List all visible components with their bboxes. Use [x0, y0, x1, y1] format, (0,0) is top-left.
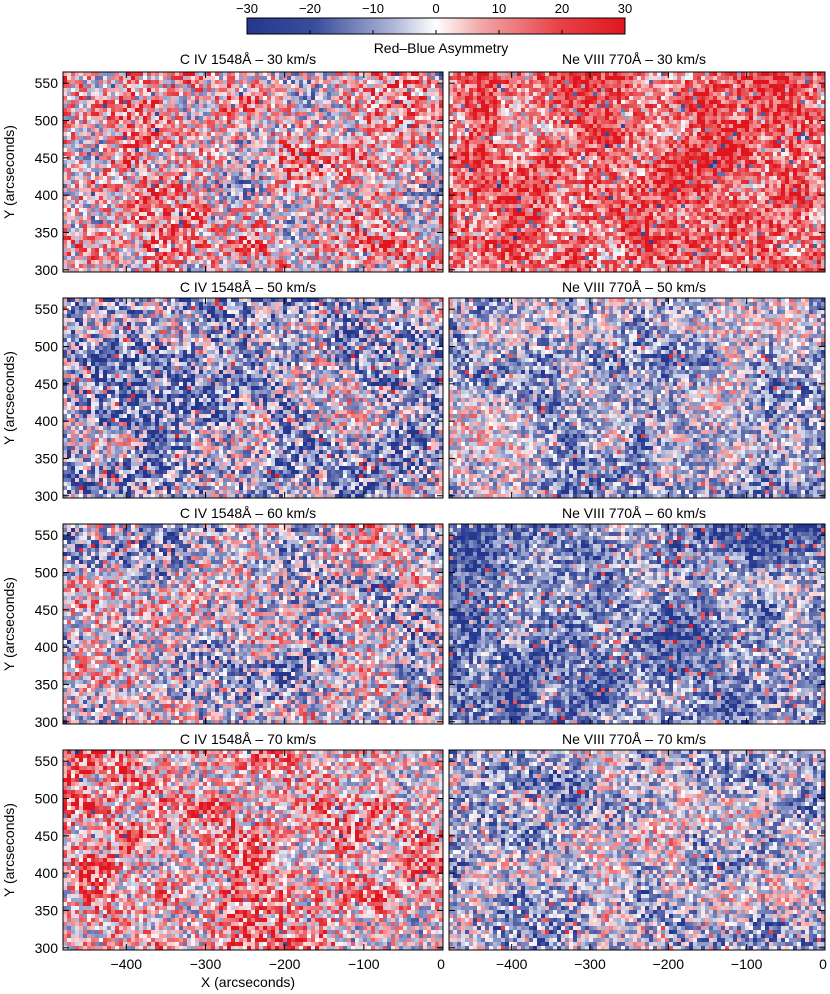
panel-c-iv-60: C IV 1548Å – 60 km/s — [62, 505, 444, 725]
y-tick-label: 300 — [35, 714, 59, 730]
y-tick-label: 550 — [35, 753, 59, 769]
panel-heatmap-image — [449, 72, 825, 272]
panel-frame — [448, 749, 826, 951]
y-tick-label: 400 — [35, 865, 59, 881]
y-axis-label: Y (arcseconds) — [1, 803, 17, 897]
x-tick-label: −300 — [574, 956, 606, 972]
colorbar-tick-label: −20 — [299, 1, 321, 16]
panel-frame — [62, 71, 444, 273]
panel-heatmap-image — [449, 750, 825, 950]
y-axis-label: Y (arcseconds) — [1, 577, 17, 671]
colorbar-ticks: −30 −20 −10 0 10 20 30 — [236, 1, 632, 34]
panel-ne-viii-60: Ne VIII 770Å – 60 km/s — [448, 505, 826, 725]
y-tick-label: 300 — [35, 262, 59, 278]
y-tick-label: 350 — [35, 902, 59, 918]
y-tick-label: 350 — [35, 224, 59, 240]
panel-title: C IV 1548Å – 70 km/s — [180, 731, 316, 747]
x-tick-label: −200 — [269, 956, 301, 972]
axis-ticks: 300 350 400 450 500 550 300 350 400 450 500 550 300 3… — [35, 72, 827, 972]
panel-frame — [448, 523, 826, 725]
y-tick-label: 400 — [35, 413, 59, 429]
x-tick-label: −100 — [348, 956, 380, 972]
x-tick-label: −400 — [111, 956, 143, 972]
y-tick-label: 450 — [35, 602, 59, 618]
panel-title: C IV 1548Å – 60 km/s — [180, 505, 316, 521]
y-tick-label: 500 — [35, 113, 59, 129]
panel-frame — [448, 297, 826, 499]
panel-c-iv-70: C IV 1548Å – 70 km/s — [62, 731, 444, 951]
panel-heatmap-image — [449, 298, 825, 498]
y-tick-label: 400 — [35, 639, 59, 655]
panel-title: Ne VIII 770Å – 60 km/s — [562, 505, 706, 521]
panel-title: Ne VIII 770Å – 70 km/s — [562, 731, 706, 747]
panel-title: Ne VIII 770Å – 30 km/s — [562, 51, 706, 67]
panel-title: C IV 1548Å – 30 km/s — [180, 51, 316, 67]
panel-ne-viii-50: Ne VIII 770Å – 50 km/s — [448, 279, 826, 499]
y-tick-label: 450 — [35, 150, 59, 166]
colorbar-tick-label: 30 — [618, 1, 632, 16]
x-tick-label: 0 — [819, 956, 827, 972]
x-tick-label: −300 — [190, 956, 222, 972]
y-tick-label: 550 — [35, 527, 59, 543]
colorbar-tick-label: 10 — [492, 1, 506, 16]
x-tick-label: −400 — [496, 956, 528, 972]
y-tick-label: 300 — [35, 488, 59, 504]
y-tick-label: 500 — [35, 565, 59, 581]
x-tick-label: −200 — [653, 956, 685, 972]
y-tick-label: 500 — [35, 339, 59, 355]
panel-heatmap-image — [449, 524, 825, 724]
panel-ne-viii-70: Ne VIII 770Å – 70 km/s — [448, 731, 826, 951]
panel-heatmap-image — [63, 750, 443, 950]
y-tick-label: 450 — [35, 376, 59, 392]
panel-frame — [62, 523, 444, 725]
x-tick-label: 0 — [437, 956, 445, 972]
y-axis-label: Y (arcseconds) — [1, 125, 17, 219]
panel-frame — [62, 749, 444, 951]
colorbar-tick-label: −10 — [362, 1, 384, 16]
panel-c-iv-30: C IV 1548Å – 30 km/s — [62, 51, 444, 273]
colorbar-title: Red–Blue Asymmetry — [374, 40, 509, 56]
y-axis-label: Y (arcseconds) — [1, 351, 17, 445]
y-tick-label: 400 — [35, 187, 59, 203]
panel-heatmap-image — [63, 72, 443, 272]
y-tick-label: 550 — [35, 75, 59, 91]
panel-frame — [448, 71, 826, 273]
y-tick-label: 350 — [35, 676, 59, 692]
panel-heatmap-image — [63, 524, 443, 724]
colorbar-tick-label: 20 — [555, 1, 569, 16]
x-axis-label: X (arcseconds) — [201, 974, 295, 990]
panel-title: Ne VIII 770Å – 50 km/s — [562, 279, 706, 295]
panel-heatmap-image — [63, 298, 443, 498]
y-tick-label: 350 — [35, 450, 59, 466]
panel-ne-viii-30: Ne VIII 770Å – 30 km/s — [448, 51, 826, 273]
panel-c-iv-50: C IV 1548Å – 50 km/s — [62, 279, 444, 499]
y-tick-label: 450 — [35, 828, 59, 844]
colorbar-tick-label: 0 — [432, 1, 439, 16]
panel-frame — [62, 297, 444, 499]
y-tick-label: 300 — [35, 940, 59, 956]
colorbar-tick-label: −30 — [236, 1, 258, 16]
colorbar: −30 −20 −10 0 10 20 30 Red–Blue Asymmetry — [236, 1, 632, 56]
panel-title: C IV 1548Å – 50 km/s — [180, 279, 316, 295]
y-tick-label: 550 — [35, 301, 59, 317]
x-tick-label: −100 — [731, 956, 763, 972]
y-tick-label: 500 — [35, 791, 59, 807]
